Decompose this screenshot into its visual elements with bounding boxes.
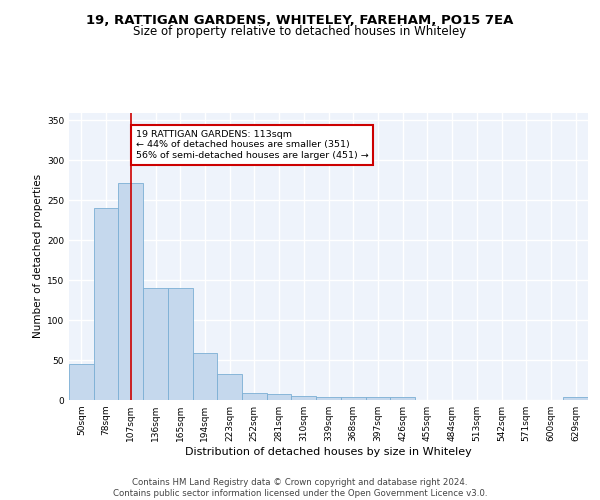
Bar (563, 397, 588, 400)
Y-axis label: Number of detached properties: Number of detached properties (33, 174, 43, 338)
Text: 19 RATTIGAN GARDENS: 113sqm
← 44% of detached houses are smaller (351)
56% of se: 19 RATTIGAN GARDENS: 113sqm ← 44% of det… (136, 130, 368, 160)
Bar (94, 208, 118, 400)
Bar (292, 396, 316, 400)
Bar (390, 397, 415, 400)
Bar (242, 393, 267, 400)
Bar (341, 397, 365, 400)
Bar (143, 288, 168, 400)
Bar (168, 288, 193, 400)
Bar (365, 397, 390, 400)
Bar (316, 397, 341, 400)
Bar (118, 183, 143, 400)
X-axis label: Distribution of detached houses by size in Whiteley: Distribution of detached houses by size … (185, 447, 472, 457)
Text: Size of property relative to detached houses in Whiteley: Size of property relative to detached ho… (133, 25, 467, 38)
Bar (267, 394, 292, 400)
Bar (69, 364, 94, 400)
Text: 19, RATTIGAN GARDENS, WHITELEY, FAREHAM, PO15 7EA: 19, RATTIGAN GARDENS, WHITELEY, FAREHAM,… (86, 14, 514, 26)
Bar (193, 353, 217, 400)
Text: Contains HM Land Registry data © Crown copyright and database right 2024.
Contai: Contains HM Land Registry data © Crown c… (113, 478, 487, 498)
Bar (217, 374, 242, 400)
